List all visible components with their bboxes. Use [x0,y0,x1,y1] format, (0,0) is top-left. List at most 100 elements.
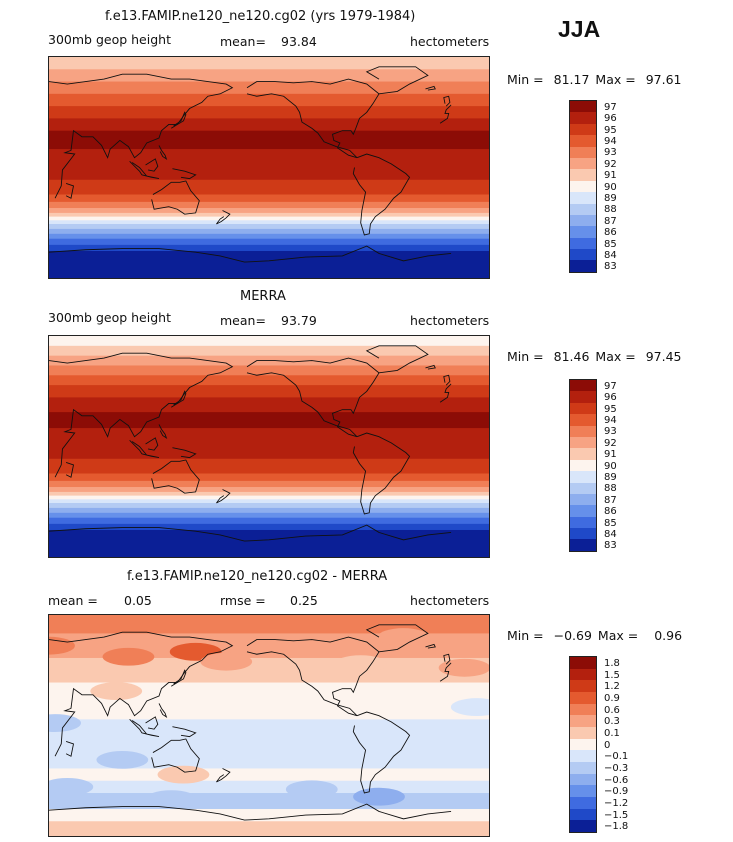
map-band [49,233,489,240]
colorbar-label: 97 [604,380,617,392]
coastline [439,383,452,403]
colorbar-swatch [570,773,596,786]
map-band [49,365,489,376]
colorbar-swatch [570,260,596,272]
map-band [49,375,489,386]
coastline [352,711,411,794]
coastline [129,440,160,459]
coastline [171,390,187,408]
panel-2-colorbar [569,379,597,552]
map-band [49,244,489,252]
map-band [49,523,489,531]
panel-1-minmax: Min = 81.17 Max = 97.61 [507,72,681,87]
panel-3-units: hectometers [410,593,490,608]
map-anomaly [49,777,94,796]
map-anomaly [157,765,210,784]
panel-1-min-value: 81.17 [553,72,590,87]
colorbar-swatch [570,738,596,751]
coastline [172,726,197,738]
map-anomaly [450,698,489,716]
map-band [49,81,489,95]
coastline [129,161,160,180]
colorbar-swatch [570,750,596,762]
map-band [49,93,489,107]
colorbar-label: 85 [604,517,617,529]
panel-3-min-value: −0.69 [553,628,592,643]
map-band [49,499,489,504]
colorbar-swatch [570,249,596,261]
coastline [158,145,168,160]
colorbar-label: 92 [604,437,617,449]
coastline [439,662,452,682]
map-band [49,194,489,203]
colorbar-label: 89 [604,471,617,483]
colorbar-swatch [570,668,596,681]
map-band [49,179,489,196]
coastline [425,364,436,370]
colorbar-swatch [570,820,596,832]
map-band [49,57,489,70]
colorbar-label: 88 [604,204,617,216]
coastline [439,104,452,124]
colorbar-swatch [570,808,596,821]
map-band [49,412,489,429]
coastline [65,183,75,199]
panel-2-mean-value: 93.79 [281,313,317,328]
colorbar-swatch [570,528,596,540]
colorbar-swatch [570,796,596,809]
map-band [49,208,489,214]
map-band [49,780,489,794]
map-anomaly [145,790,198,809]
panel-1-variable: 300mb geop height [48,32,171,47]
colorbar-label: 1.5 [604,669,620,681]
map-band [49,216,489,221]
panel-3-max-label: Max = [597,628,639,643]
map-band [49,480,489,488]
map-band [49,223,489,230]
coastline [49,803,452,821]
colorbar-swatch [570,703,596,716]
coastline [129,719,160,738]
colorbar-label: 90 [604,460,617,472]
colorbar-label: 0.1 [604,727,620,739]
panel-2-mean-label: mean= [220,313,266,328]
colorbar-label: 88 [604,483,617,495]
colorbar-swatch [570,680,596,692]
colorbar-swatch [570,482,596,494]
coastline [145,716,159,730]
map-band [49,345,489,357]
coastline [151,738,200,773]
colorbar-label: 86 [604,506,617,518]
coastline [246,636,380,717]
coastline [171,669,187,687]
colorbar-label: −0.1 [604,751,629,763]
panel-1-mean-label: mean= [220,34,266,49]
colorbar-label: −0.6 [604,774,629,786]
colorbar-swatch [570,516,596,529]
colorbar-label: 83 [604,540,617,552]
colorbar-label: 85 [604,238,617,250]
map-anomaly [102,647,155,666]
colorbar-swatch [570,146,596,158]
coastline [365,66,429,95]
map-band [49,512,489,519]
map-band [49,491,489,497]
colorbar-swatch [570,112,596,124]
panel-1-units: hectometers [410,34,490,49]
colorbar-label: 1.8 [604,657,620,669]
map-band [49,149,489,181]
panel-1-map-svg [49,57,489,278]
colorbar-swatch [570,539,596,551]
colorbar-label: 91 [604,170,617,182]
coastline [172,168,197,180]
colorbar-label: 93 [604,147,617,159]
map-band [49,130,489,150]
colorbar-swatch [570,414,596,426]
panel-2-max-value: 97.45 [645,349,682,364]
colorbar-label: 89 [604,192,617,204]
coastline [246,78,380,159]
coastline [443,653,451,665]
map-band [49,106,489,119]
coastline [443,374,451,386]
colorbar-label: 94 [604,414,617,426]
